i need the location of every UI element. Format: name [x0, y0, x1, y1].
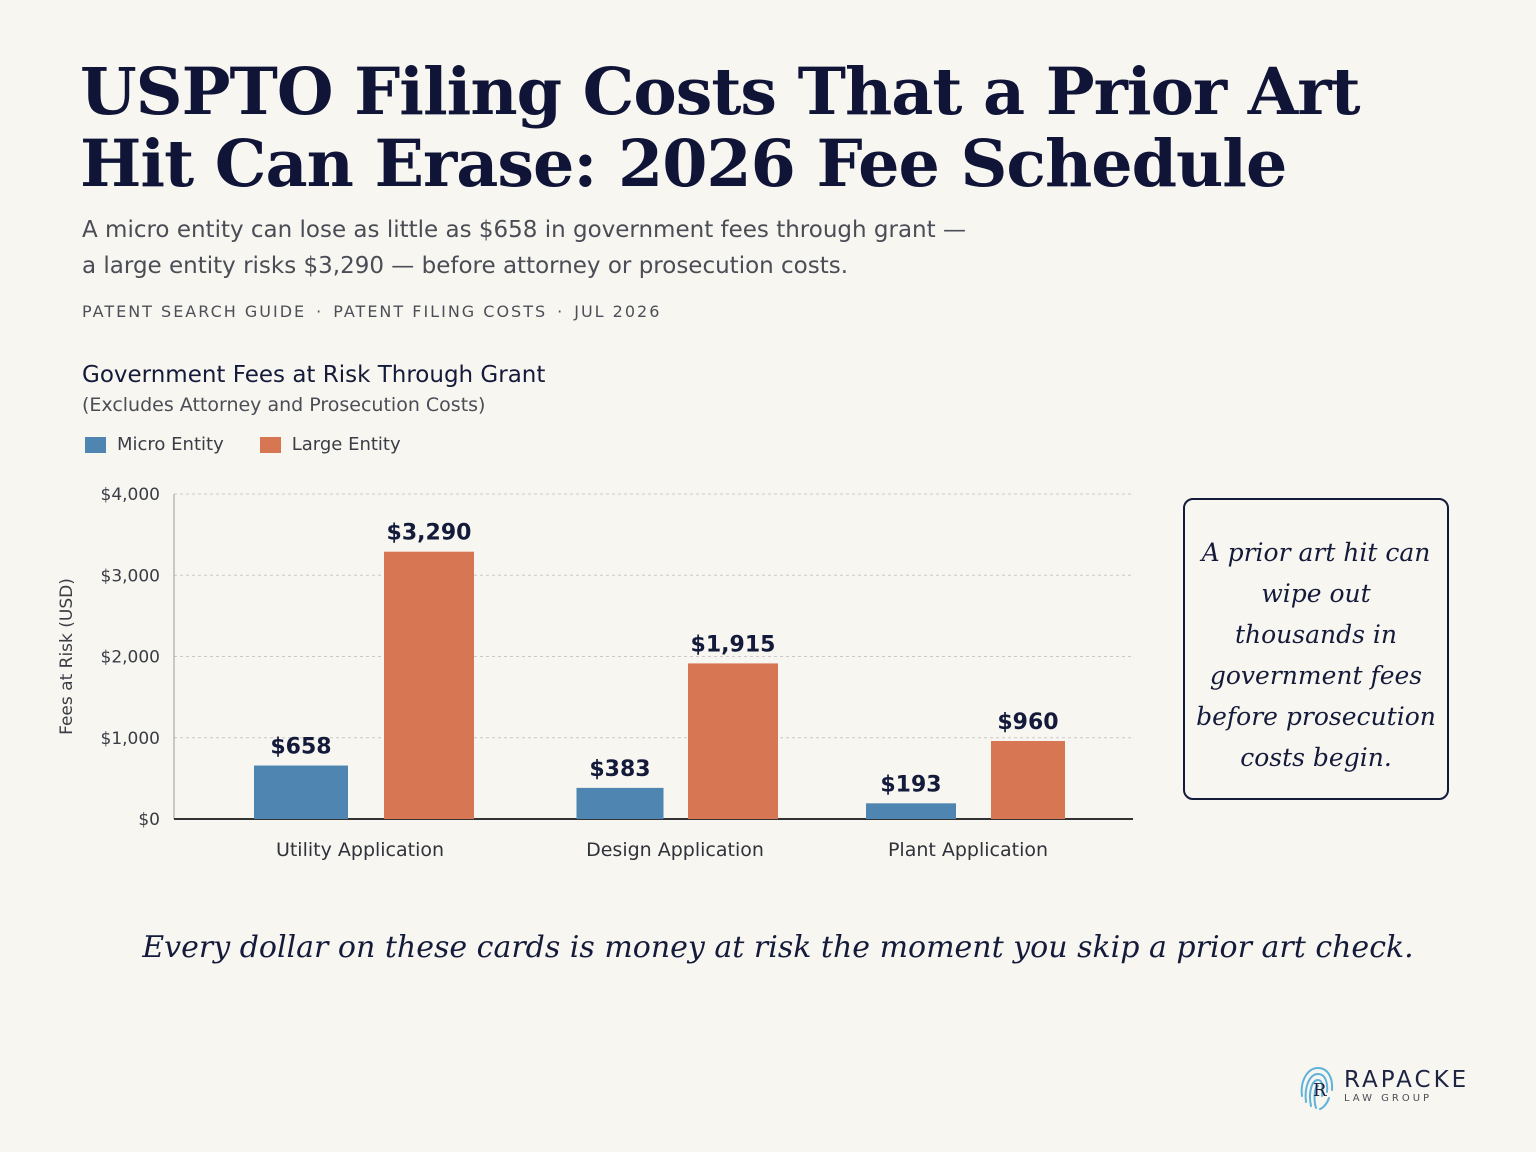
subtitle-line-2: a large entity risks $3,290 — before att…: [82, 253, 849, 279]
page-subtitle: A micro entity can lose as little as $65…: [82, 212, 982, 284]
data-label: $383: [589, 757, 650, 782]
x-tick-label: Utility Application: [276, 839, 444, 861]
logo-name: RAPACKE: [1344, 1067, 1470, 1093]
x-tick-label: Plant Application: [888, 839, 1048, 861]
y-tick-label: $0: [138, 810, 160, 830]
bar-chart: $0 $1,000 $2,000 $3,000 $4,000 Fees at Risk (…: [57, 485, 1133, 861]
meta-topic: PATENT FILING COSTS: [333, 302, 548, 321]
bar-micro: [866, 803, 956, 819]
bar-large: [384, 551, 474, 819]
chart-legend: Micro Entity Large Entity: [85, 434, 437, 455]
meta-category: PATENT SEARCH GUIDE: [82, 302, 307, 321]
y-tick-label: $3,000: [101, 566, 160, 586]
meta-separator: ·: [316, 302, 324, 321]
meta-date: JUL 2026: [574, 302, 662, 321]
data-label: $3,290: [387, 521, 472, 546]
y-tick-label: $2,000: [101, 648, 160, 668]
chart-title: Government Fees at Risk Through Grant: [82, 362, 546, 388]
bar-micro: [576, 787, 664, 819]
fingerprint-logo-icon: R: [1300, 1066, 1334, 1110]
callout-text: A prior art hit can wipe out thousands i…: [1196, 538, 1436, 772]
x-tick-label: Design Application: [586, 839, 764, 861]
meta-separator: ·: [557, 302, 565, 321]
legend-swatch-micro: [85, 436, 106, 453]
legend-label-large: Large Entity: [291, 434, 401, 455]
legend-label-micro: Micro Entity: [117, 434, 224, 455]
subtitle-line-1: A micro entity can lose as little as $65…: [82, 217, 966, 243]
bar-micro: [254, 765, 348, 819]
legend-item-micro: Micro Entity: [85, 434, 224, 455]
legend-item-large: Large Entity: [259, 434, 401, 455]
bar-large: [688, 663, 778, 819]
logo: R RAPACKE LAW GROUP: [1296, 1062, 1469, 1112]
y-axis-title: Fees at Risk (USD): [57, 578, 77, 735]
logo-subtitle: LAW GROUP: [1344, 1093, 1433, 1104]
y-tick-label: $4,000: [101, 485, 160, 505]
bar-large: [991, 741, 1065, 819]
callout-box: A prior art hit can wipe out thousands i…: [1183, 498, 1449, 800]
y-tick-label: $1,000: [101, 729, 160, 749]
svg-text:R: R: [1313, 1080, 1327, 1101]
meta-line: PATENT SEARCH GUIDE · PATENT FILING COSTS ·…: [82, 302, 661, 321]
data-label: $960: [997, 710, 1058, 735]
data-label: $658: [270, 735, 331, 760]
data-label: $193: [880, 772, 941, 797]
footer-quote: Every dollar on these cards is money at …: [142, 930, 1414, 965]
page-title: USPTO Filing Costs That a Prior Art Hit …: [80, 54, 1361, 202]
data-label: $1,915: [691, 632, 776, 657]
legend-swatch-large: [259, 436, 281, 453]
chart-subtitle: (Excludes Attorney and Prosecution Costs…: [82, 394, 486, 416]
